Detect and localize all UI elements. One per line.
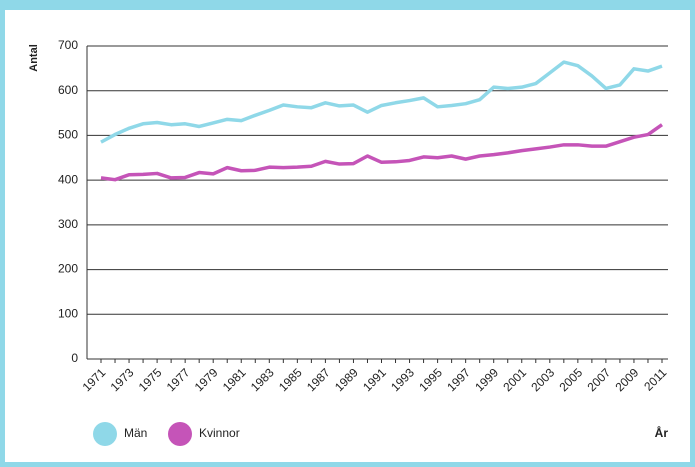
legend-label: Män (124, 426, 147, 440)
x-tick-label: 2003 (528, 365, 557, 394)
x-tick-label: 1971 (80, 365, 109, 394)
x-tick-label: 1987 (304, 365, 333, 394)
y-tick-label: 200 (58, 262, 78, 276)
y-tick-label: 300 (58, 217, 78, 231)
x-tick-label: 1985 (276, 365, 305, 394)
x-tick-label: 2005 (556, 365, 585, 394)
x-tick-label: 2007 (584, 365, 613, 394)
x-tick-label: 1981 (220, 365, 249, 394)
y-tick-label: 0 (71, 351, 78, 365)
x-tick-label: 2011 (641, 365, 669, 393)
line-series (100, 60, 663, 144)
y-tick-label: 100 (58, 306, 78, 320)
legend-label: Kvinnor (199, 426, 240, 440)
x-tick-label: 1983 (248, 365, 277, 394)
x-tick-label: 1993 (388, 365, 417, 394)
x-tick-label: 1995 (416, 365, 445, 394)
x-tick-label: 1975 (136, 365, 165, 394)
y-tick-label: 400 (58, 172, 78, 186)
legend-swatch (93, 422, 117, 446)
x-tick-label: 1973 (108, 365, 137, 394)
x-tick-label: 1989 (332, 365, 361, 394)
y-tick-label: 600 (58, 83, 78, 97)
x-tick-label: 1999 (472, 365, 501, 394)
x-tick-label: 2001 (500, 365, 529, 394)
x-tick-label: 1997 (444, 365, 473, 394)
y-axis-label: Antal (28, 44, 40, 72)
line-series (100, 123, 664, 182)
y-tick-label: 500 (58, 128, 78, 142)
x-axis-label: År (655, 425, 669, 440)
legend-swatch (168, 422, 192, 446)
x-tick-label: 2009 (613, 365, 642, 394)
x-tick-label: 1991 (360, 365, 389, 394)
x-tick-label: 1977 (164, 365, 193, 394)
y-tick-label: 700 (58, 38, 78, 52)
x-tick-label: 1979 (192, 365, 221, 394)
